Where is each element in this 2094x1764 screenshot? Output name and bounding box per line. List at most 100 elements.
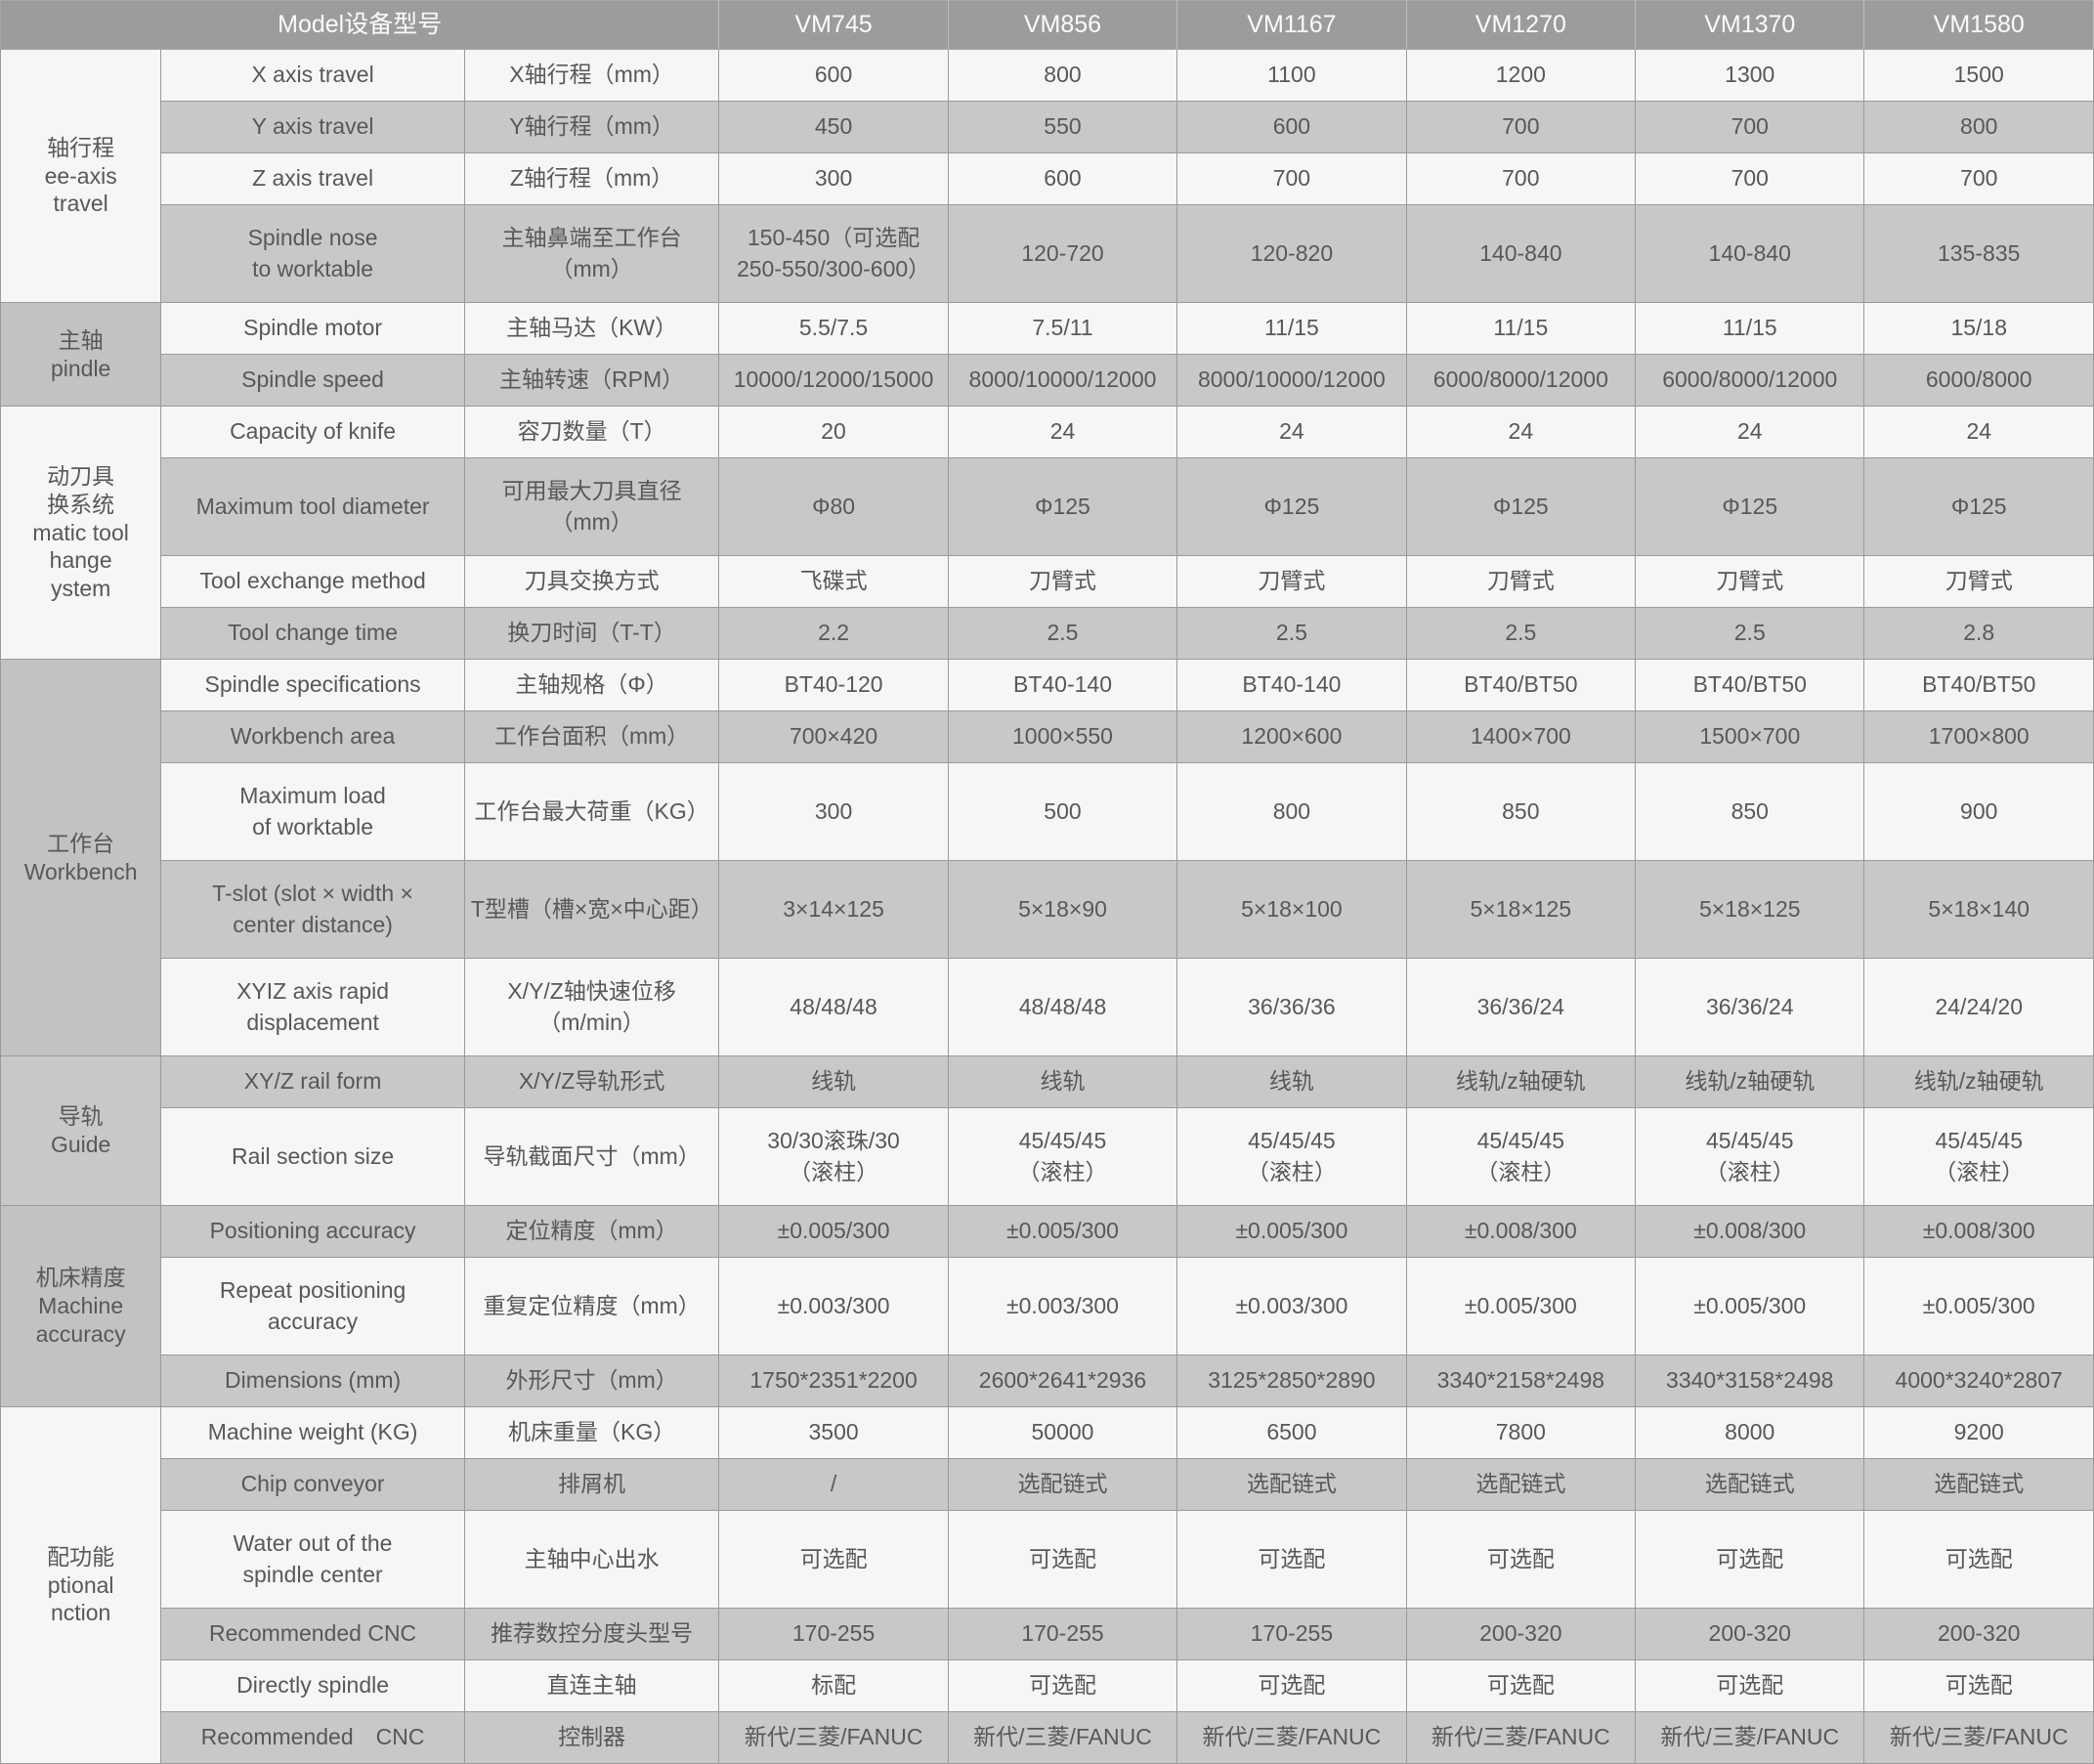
row-label-zh: T型槽（槽×宽×中心距） <box>463 860 720 959</box>
spec-row: 轴行程 ee-axis travel X axis travel X轴行程（mm） 60… <box>0 49 2094 303</box>
row-label-zh: 排屑机 <box>463 1458 720 1511</box>
row-label-en: Recommended CNC <box>160 1608 465 1660</box>
spec-value: 850 <box>1405 762 1637 861</box>
spec-value: 3340*3158*2498 <box>1635 1355 1865 1407</box>
spec-value: BT40/BT50 <box>1405 659 1637 711</box>
spec-value: 135-835 <box>1863 204 2094 303</box>
spec-value: 线轨 <box>718 1055 949 1108</box>
spec-value: 1300 <box>1635 49 1865 102</box>
row-label-zh: 可用最大刀具直径 （mm） <box>463 457 720 556</box>
spec-value: 3340*2158*2498 <box>1405 1355 1637 1407</box>
row-label-en: Machine weight (KG) <box>160 1406 465 1459</box>
spec-value: 700×420 <box>718 710 949 763</box>
spec-value: Φ125 <box>1405 457 1637 556</box>
spec-value: 可选配 <box>1405 1659 1637 1712</box>
spec-value: 1700×800 <box>1863 710 2094 763</box>
spec-value: 3125*2850*2890 <box>1176 1355 1407 1407</box>
spec-row: 配功能 ptional nction Machine weight (KG) 机床重量… <box>0 1406 2094 1764</box>
spec-value: 24 <box>947 406 1178 458</box>
row-label-en: Workbench area <box>160 710 465 763</box>
spec-value: BT40/BT50 <box>1863 659 2094 711</box>
spec-value: 550 <box>947 101 1178 153</box>
section-label-en: ee-axis travel <box>44 162 117 217</box>
spec-value: 24 <box>1405 406 1637 458</box>
row-label-en: Spindle speed <box>160 354 465 407</box>
row-label-en: XYIZ axis rapid displacement <box>160 958 465 1056</box>
spec-value: ±0.003/300 <box>718 1257 949 1355</box>
row-label-en: Repeat positioning accuracy <box>160 1257 465 1355</box>
spec-value: 线轨 <box>947 1055 1178 1108</box>
row-label-zh: 换刀时间（T-T） <box>463 607 720 660</box>
spec-value: / <box>718 1458 949 1511</box>
spec-value: Φ125 <box>1635 457 1865 556</box>
model-column-vm856: VM856 <box>947 0 1178 50</box>
spec-value: 170-255 <box>718 1608 949 1660</box>
spec-value: 可选配 <box>1635 1510 1865 1609</box>
header-row: Model设备型号 VM745 VM856 VM1167 VM1270 VM13… <box>0 0 2094 50</box>
spec-value: 标配 <box>718 1659 949 1712</box>
spec-value: BT40-140 <box>1176 659 1407 711</box>
spec-value: 3×14×125 <box>718 860 949 959</box>
row-label-zh: Z轴行程（mm） <box>463 152 720 205</box>
spec-row: Dimensions (mm) 外形尺寸（mm） 1750*2351*2200 260… <box>1 1355 2094 1407</box>
spec-value: 6000/8000/12000 <box>1405 354 1637 407</box>
row-label-zh: Y轴行程（mm） <box>463 101 720 153</box>
section-label-en: ptional nction <box>47 1571 114 1626</box>
spec-value: 10000/12000/15000 <box>718 354 949 407</box>
row-label-en: T-slot (slot × width × center distance) <box>160 860 465 959</box>
spec-value: 50000 <box>947 1406 1178 1459</box>
spec-value: 5×18×125 <box>1635 860 1865 959</box>
spec-value: 8000/10000/12000 <box>1176 354 1407 407</box>
spec-row: Maximum tool diameter 可用最大刀具直径 （mm） Φ80 Φ12… <box>1 457 2094 556</box>
row-label-en: Spindle motor <box>160 302 465 355</box>
spec-value: 2.5 <box>1405 607 1637 660</box>
spec-value: 新代/三菱/FANUC <box>1176 1711 1407 1764</box>
spec-value: 6000/8000 <box>1863 354 2094 407</box>
spec-value: 新代/三菱/FANUC <box>1405 1711 1637 1764</box>
spec-value: 800 <box>947 49 1178 102</box>
row-label-zh: 控制器 <box>463 1711 720 1764</box>
row-label-en: Maximum tool diameter <box>160 457 465 556</box>
row-label-en: Y axis travel <box>160 101 465 153</box>
row-label-zh: 重复定位精度（mm） <box>463 1257 720 1355</box>
section-label-zh: 工作台 <box>47 830 115 856</box>
row-label-zh: 主轴规格（Φ） <box>463 659 720 711</box>
row-label-zh: 主轴鼻端至工作台 （mm） <box>463 204 720 303</box>
spec-value: 36/36/24 <box>1405 958 1637 1056</box>
spec-value: 飞碟式 <box>718 555 949 608</box>
row-label-zh: 工作台面积（mm） <box>463 710 720 763</box>
spec-value: 700 <box>1405 152 1637 205</box>
model-column-vm1167: VM1167 <box>1176 0 1407 50</box>
spec-value: 24 <box>1635 406 1865 458</box>
spec-value: 900 <box>1863 762 2094 861</box>
spec-value: 9200 <box>1863 1406 2094 1459</box>
spec-value: 700 <box>1405 101 1637 153</box>
spec-value: 200-320 <box>1405 1608 1637 1660</box>
row-label-zh: X/Y/Z导轨形式 <box>463 1055 720 1108</box>
spec-row: Rail section size 导轨截面尺寸（mm） 30/30滚珠/30 （滚… <box>1 1107 2094 1206</box>
spec-value: 新代/三菱/FANUC <box>1635 1711 1865 1764</box>
spec-value: 2.8 <box>1863 607 2094 660</box>
section-label-zh: 机床精度 <box>35 1265 126 1291</box>
spec-value: 选配链式 <box>1635 1458 1865 1511</box>
spec-value: 48/48/48 <box>718 958 949 1056</box>
spec-value: 600 <box>947 152 1178 205</box>
spec-value: 15/18 <box>1863 302 2094 355</box>
spec-value: ±0.005/300 <box>718 1205 949 1258</box>
spec-value: 新代/三菱/FANUC <box>1863 1711 2094 1764</box>
spec-value: 450 <box>718 101 949 153</box>
row-label-zh: 定位精度（mm） <box>463 1205 720 1258</box>
section-label-zh: 主轴 <box>58 326 104 353</box>
spec-value: 可选配 <box>1863 1510 2094 1609</box>
row-label-en: Chip conveyor <box>160 1458 465 1511</box>
section-label-zh: 导轨 <box>58 1103 104 1130</box>
spec-value: 1500×700 <box>1635 710 1865 763</box>
spec-row: Water out of the spindle center 主轴中心出水 可选配… <box>1 1510 2094 1609</box>
spec-value: 选配链式 <box>1405 1458 1637 1511</box>
spec-value: 刀臂式 <box>1635 555 1865 608</box>
spec-value: 600 <box>718 49 949 102</box>
spec-value: 线轨 <box>1176 1055 1407 1108</box>
spec-value: 选配链式 <box>1863 1458 2094 1511</box>
row-label-en: Water out of the spindle center <box>160 1510 465 1609</box>
